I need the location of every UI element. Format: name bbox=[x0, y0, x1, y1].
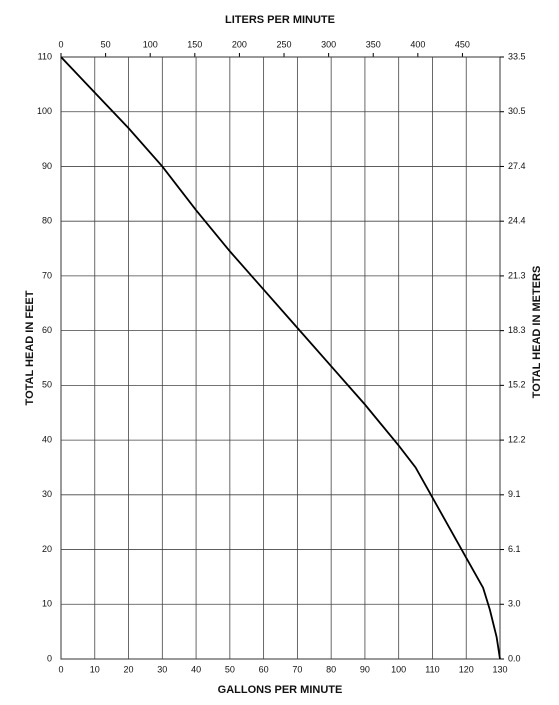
y-tick-label: 90 bbox=[42, 161, 52, 171]
x2-tick-label: 450 bbox=[455, 39, 470, 49]
x-axis-label: GALLONS PER MINUTE bbox=[218, 684, 343, 696]
y2-tick-label: 3.0 bbox=[508, 599, 521, 609]
y2-tick-label: 30.5 bbox=[508, 106, 526, 116]
x-tick-label: 130 bbox=[492, 664, 507, 674]
y2-tick-label: 21.3 bbox=[508, 270, 526, 280]
x-tick-label: 80 bbox=[326, 664, 336, 674]
x-tick-label: 120 bbox=[459, 664, 474, 674]
x2-tick-label: 250 bbox=[277, 39, 292, 49]
x-tick-label: 100 bbox=[391, 664, 406, 674]
x-tick-label: 70 bbox=[292, 664, 302, 674]
x2-tick-label: 150 bbox=[187, 39, 202, 49]
y2-tick-label: 15.2 bbox=[508, 380, 526, 390]
x-tick-label: 110 bbox=[425, 664, 439, 674]
x-tick-label: 40 bbox=[191, 664, 201, 674]
y-tick-label: 50 bbox=[42, 380, 52, 390]
y-tick-label: 110 bbox=[38, 51, 52, 61]
x-tick-label: 50 bbox=[225, 664, 235, 674]
y2-axis-label: TOTAL HEAD IN METERS bbox=[531, 266, 543, 399]
y-tick-label: 60 bbox=[42, 325, 52, 335]
y2-tick-label: 9.1 bbox=[508, 489, 521, 499]
y-tick-label: 0 bbox=[47, 653, 52, 663]
x2-tick-label: 100 bbox=[143, 39, 158, 49]
x-tick-label: 0 bbox=[58, 664, 63, 674]
y-tick-label: 70 bbox=[42, 270, 52, 280]
plot-frame bbox=[60, 56, 501, 660]
y2-tick-label: 12.2 bbox=[508, 434, 526, 444]
x-tick-label: 60 bbox=[259, 664, 269, 674]
x2-axis-label: LITERS PER MINUTE bbox=[225, 14, 335, 26]
x-tick-label: 20 bbox=[124, 664, 134, 674]
y-axis-label: TOTAL HEAD IN FEET bbox=[24, 290, 36, 405]
x2-tick-label: 400 bbox=[410, 39, 425, 49]
y-tick-label: 20 bbox=[42, 544, 52, 554]
x2-tick-label: 350 bbox=[366, 39, 381, 49]
y2-tick-label: 24.4 bbox=[508, 216, 526, 226]
y2-tick-label: 18.3 bbox=[508, 325, 526, 335]
y-tick-label: 80 bbox=[42, 216, 52, 226]
x-tick-label: 10 bbox=[90, 664, 100, 674]
y-tick-label: 10 bbox=[42, 599, 52, 609]
x-tick-label: 30 bbox=[157, 664, 167, 674]
x2-tick-label: 0 bbox=[58, 39, 63, 49]
x2-tick-label: 50 bbox=[101, 39, 111, 49]
x2-tick-label: 300 bbox=[321, 39, 336, 49]
x-tick-label: 90 bbox=[360, 664, 370, 674]
y-tick-label: 30 bbox=[42, 489, 52, 499]
y-tick-label: 40 bbox=[42, 434, 52, 444]
x2-tick-label: 200 bbox=[232, 39, 247, 49]
y2-tick-label: 0.0 bbox=[508, 653, 521, 663]
y-tick-label: 100 bbox=[37, 106, 52, 116]
y2-tick-label: 27.4 bbox=[508, 161, 526, 171]
y2-tick-label: 33.5 bbox=[508, 51, 526, 61]
pump-curve bbox=[60, 56, 501, 660]
y2-tick-label: 6.1 bbox=[508, 544, 521, 554]
